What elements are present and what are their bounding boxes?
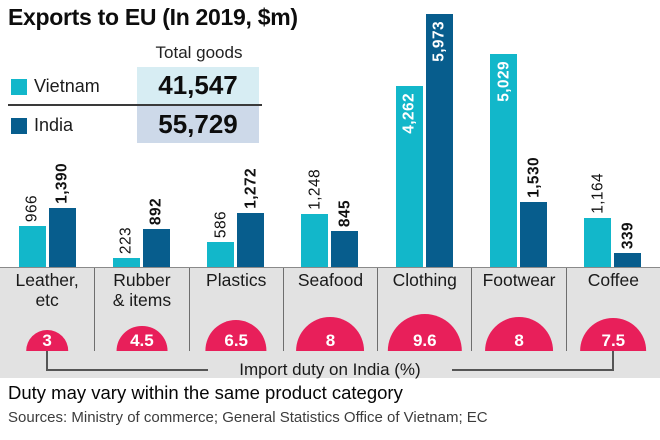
duty-badge-seafood: 8 xyxy=(296,317,365,351)
bar-value-india-leather-etc: 1,390 xyxy=(53,163,71,205)
category-column-coffee: 1,164 339 xyxy=(566,0,660,267)
category-column-plastics: 586 1,272 xyxy=(189,0,283,267)
duty-bracket-left-line xyxy=(46,369,208,371)
bar-value-india-coffee: 339 xyxy=(619,221,637,249)
duty-badge-footwear: 8 xyxy=(485,317,553,351)
category-cells: Leather, etc 3 Rubber & items 4.5 Plastics 6.… xyxy=(0,268,660,351)
bar-india-clothing: 5,973 xyxy=(425,14,453,267)
category-panel: Leather, etc 3 Rubber & items 4.5 Plastics 6.… xyxy=(0,267,660,379)
duty-badge-rubber-items: 4.5 xyxy=(116,325,168,351)
bar-chart: 966 1,390 223 892 586 1,272 1,248 845 4,262 5,973… xyxy=(0,0,660,267)
duty-badge-clothing: 9.6 xyxy=(387,313,462,351)
category-column-rubber-items: 223 892 xyxy=(94,0,188,267)
bar-vietnam-seafood: 1,248 xyxy=(301,169,329,267)
total-goods-header: Total goods xyxy=(155,43,243,62)
duty-value-leather-etc: 3 xyxy=(42,331,52,351)
duty-value-rubber-items: 4.5 xyxy=(130,331,154,351)
category-label-footwear: Footwear xyxy=(482,270,556,290)
duty-badge-plastics: 6.5 xyxy=(205,320,267,351)
category-cell-rubber-items: Rubber & items 4.5 xyxy=(94,268,188,351)
bar-vietnam-footwear: 5,029 xyxy=(490,54,518,267)
bar-vietnam-leather-etc: 966 xyxy=(18,195,46,267)
india-legend-label: India xyxy=(34,115,74,135)
bar-value-india-seafood: 845 xyxy=(336,200,354,228)
duty-bracket-right-stub xyxy=(612,351,614,371)
import-duty-caption: Import duty on India (%) xyxy=(239,360,421,379)
bar-value-india-rubber-items: 892 xyxy=(147,198,165,226)
bar-value-vietnam-plastics: 586 xyxy=(211,211,229,239)
duty-value-clothing: 9.6 xyxy=(412,331,437,351)
duty-value-footwear: 8 xyxy=(514,331,524,351)
bar-vietnam-clothing: 4,262 xyxy=(395,86,423,267)
bar-india-leather-etc: 1,390 xyxy=(48,163,76,267)
category-label-rubber-items: Rubber & items xyxy=(112,270,172,310)
category-column-footwear: 5,029 1,530 xyxy=(471,0,565,267)
category-cell-plastics: Plastics 6.5 xyxy=(188,268,283,351)
bar-value-vietnam-seafood: 1,248 xyxy=(306,169,324,211)
bar-india-coffee: 339 xyxy=(614,222,642,267)
bar-value-vietnam-coffee: 1,164 xyxy=(589,172,607,214)
india-total-value: 55,729 xyxy=(137,106,259,143)
duty-bracket-right-line xyxy=(452,369,614,371)
sources-line: Sources: Ministry of commerce; General S… xyxy=(8,409,488,426)
bar-value-india-plastics: 1,272 xyxy=(241,168,259,210)
category-cell-coffee: Coffee 7.5 xyxy=(565,268,660,351)
bar-vietnam-plastics: 586 xyxy=(207,211,235,267)
category-cell-footwear: Footwear 8 xyxy=(471,268,565,351)
category-column-clothing: 4,262 5,973 xyxy=(377,0,471,267)
category-label-plastics: Plastics xyxy=(206,270,267,290)
category-column-seafood: 1,248 845 xyxy=(283,0,377,267)
india-legend-swatch xyxy=(11,118,27,134)
category-label-clothing: Clothing xyxy=(392,270,457,290)
vietnam-legend-swatch xyxy=(11,79,27,95)
bar-value-india-clothing: 5,973 xyxy=(430,21,448,62)
legend-separator-line xyxy=(8,104,262,106)
bar-india-seafood: 845 xyxy=(331,200,359,267)
bar-value-vietnam-leather-etc: 966 xyxy=(23,195,41,223)
duty-value-plastics: 6.5 xyxy=(224,331,249,351)
duty-value-coffee: 7.5 xyxy=(601,331,626,351)
bar-value-vietnam-footwear: 5,029 xyxy=(494,61,512,102)
vietnam-total-value: 41,547 xyxy=(137,67,259,104)
duty-bracket-left-stub xyxy=(46,351,48,371)
category-cell-clothing: Clothing 9.6 xyxy=(377,268,471,351)
bar-value-vietnam-rubber-items: 223 xyxy=(117,226,135,254)
bar-vietnam-coffee: 1,164 xyxy=(584,173,612,267)
bar-india-rubber-items: 892 xyxy=(142,198,170,267)
vietnam-legend-label: Vietnam xyxy=(34,76,100,96)
chart-title: Exports to EU (In 2019, $m) xyxy=(8,4,298,30)
duty-value-seafood: 8 xyxy=(325,331,336,351)
category-cell-leather-etc: Leather, etc 3 xyxy=(0,268,94,351)
category-label-coffee: Coffee xyxy=(587,270,639,290)
footnote: Duty may vary within the same product ca… xyxy=(8,382,403,403)
category-column-leather-etc: 966 1,390 xyxy=(0,0,94,267)
duty-badge-coffee: 7.5 xyxy=(580,318,647,351)
category-label-seafood: Seafood xyxy=(297,270,364,290)
category-cell-seafood: Seafood 8 xyxy=(282,268,377,351)
category-label-leather-etc: Leather, etc xyxy=(15,270,79,310)
bar-india-footwear: 1,530 xyxy=(520,157,548,267)
duty-badge-leather-etc: 3 xyxy=(26,330,68,351)
bar-value-india-footwear: 1,530 xyxy=(524,157,542,199)
bar-value-vietnam-clothing: 4,262 xyxy=(400,93,418,135)
bar-vietnam-rubber-items: 223 xyxy=(112,227,140,267)
bar-india-plastics: 1,272 xyxy=(237,168,265,267)
